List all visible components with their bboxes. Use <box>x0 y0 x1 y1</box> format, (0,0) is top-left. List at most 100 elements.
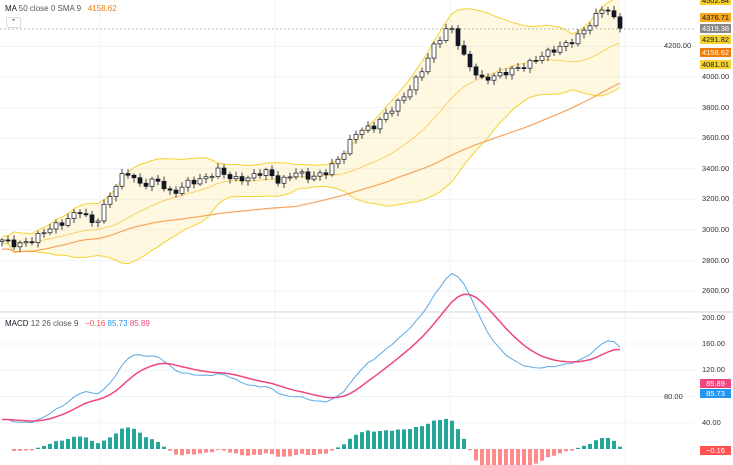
candle <box>485 76 491 81</box>
candle <box>377 118 383 130</box>
candle <box>107 196 113 205</box>
candle <box>461 45 467 55</box>
macd-histogram-bar <box>576 447 580 449</box>
candle <box>203 176 209 180</box>
candle <box>467 53 473 68</box>
macd-histogram-bar <box>48 443 52 449</box>
candle <box>359 129 365 135</box>
macd-histogram-bar <box>402 429 406 449</box>
price-axis-label: 3000.00 <box>702 225 730 234</box>
macd-histogram-bar <box>498 449 502 465</box>
candle <box>239 176 245 182</box>
candle <box>587 25 593 31</box>
macd-histogram-bar <box>246 449 250 456</box>
macd-histogram-bar <box>450 420 454 449</box>
candle <box>137 177 143 184</box>
macd-legend-params: 12 26 close 9 <box>30 319 79 328</box>
candle <box>437 40 443 45</box>
candle <box>59 222 65 226</box>
macd-histogram-bar <box>300 449 304 454</box>
candle <box>479 74 485 78</box>
price-axis-label: 2800.00 <box>702 255 730 265</box>
candle <box>227 174 233 180</box>
candle <box>173 189 179 194</box>
macd-histogram-bar <box>108 437 112 449</box>
candle <box>347 139 353 155</box>
macd-histogram-bar <box>258 449 262 455</box>
macd-histogram-bar <box>222 449 226 451</box>
macd-histogram-bar <box>570 449 574 451</box>
candle <box>257 173 263 176</box>
macd-histogram-bar <box>180 449 184 456</box>
macd-histogram-bar <box>600 438 604 449</box>
candle <box>323 172 329 176</box>
candle <box>521 67 527 70</box>
macd-histogram-bar <box>606 437 610 449</box>
chevron-up-icon[interactable]: ⌃ <box>6 17 21 28</box>
candle <box>329 163 335 176</box>
candle <box>95 220 101 223</box>
candle <box>419 71 425 78</box>
macd-histogram-bar <box>480 449 484 465</box>
macd-histogram-bar <box>582 445 586 449</box>
macd-histogram-bar <box>198 449 202 454</box>
candle <box>365 125 371 131</box>
macd-histogram-bar <box>144 437 148 449</box>
macd-histogram-bar <box>210 449 214 453</box>
macd-histogram-bar <box>516 449 520 465</box>
signal-line <box>1 293 621 422</box>
macd-histogram-bar <box>348 438 352 449</box>
candle <box>311 175 317 180</box>
candle <box>527 59 533 69</box>
candle <box>269 169 275 177</box>
candle <box>371 125 377 130</box>
candle <box>443 28 449 41</box>
macd-axis-label: 40.00 <box>702 417 721 427</box>
candle <box>167 188 173 191</box>
bollinger-lower <box>1 87 621 265</box>
macd-histogram-bar <box>372 431 376 449</box>
macd-histogram-bar <box>528 449 532 465</box>
macd-histogram-bar <box>336 447 340 449</box>
candle <box>125 173 131 176</box>
macd-histogram-bar <box>324 449 328 454</box>
candle <box>545 49 551 57</box>
candle <box>179 186 185 194</box>
macd-histogram-bar <box>378 430 382 449</box>
macd-histogram-bar <box>96 443 100 449</box>
candle <box>617 16 623 29</box>
price-axis-label: 3800.00 <box>702 102 730 112</box>
candle <box>89 214 95 223</box>
macd-histogram-bar <box>540 449 544 461</box>
macd-histogram-bar <box>354 434 358 449</box>
macd-histogram-bar <box>510 449 514 465</box>
candle <box>599 9 605 14</box>
candle <box>131 174 137 179</box>
macd-histogram-bar <box>24 449 28 451</box>
macd-histogram-bar <box>438 420 442 449</box>
price-tag: 4158.62 <box>700 48 731 57</box>
macd-histogram-bar <box>318 449 322 454</box>
candle <box>401 96 407 101</box>
macd-histogram-bar <box>390 430 394 449</box>
candle <box>569 42 575 45</box>
candle <box>293 172 299 178</box>
macd-histogram-bar <box>366 430 370 449</box>
macd-histogram-bar <box>18 449 22 451</box>
macd-histogram-bar <box>132 428 136 449</box>
macd-histogram-bar <box>426 423 430 449</box>
price-axis-label: 3400.00 <box>702 163 730 173</box>
candle <box>17 242 23 248</box>
candle <box>557 45 563 53</box>
candle <box>413 76 419 91</box>
macd-histogram-bar <box>396 429 400 449</box>
macd-histogram-bar <box>228 449 232 453</box>
macd-tag: 85.73 <box>700 389 731 398</box>
macd-histogram-bar <box>384 430 388 449</box>
macd-histogram-bar <box>60 440 64 449</box>
macd-histogram-bar <box>126 427 130 449</box>
bollinger-upper <box>1 0 614 237</box>
macd-histogram-bar <box>264 449 268 454</box>
macd-histogram-bar <box>192 449 196 455</box>
